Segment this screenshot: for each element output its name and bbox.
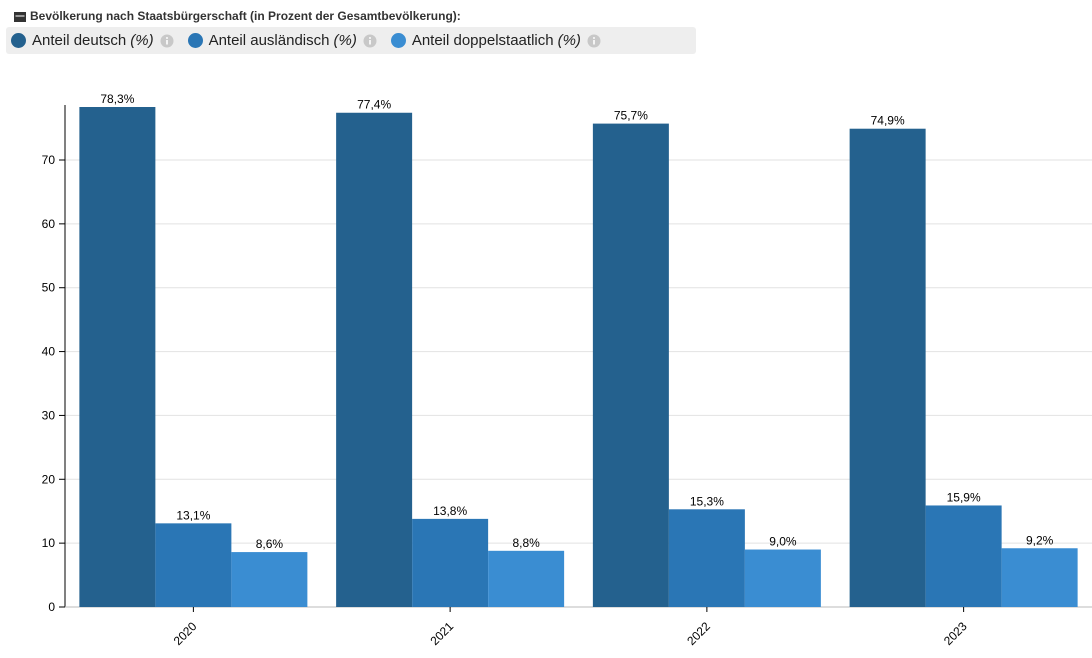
x-tick-label: 2022 [684,619,713,648]
legend-item-auslaendisch[interactable]: Anteil ausländisch (%) [187,32,377,49]
legend-label: Anteil doppelstaatlich [411,32,554,49]
y-tick-label: 70 [42,153,56,167]
x-tick-label: 2023 [941,619,970,648]
bar[interactable] [231,552,308,607]
data-label: 77,4% [357,98,391,112]
data-label: 8,6% [256,537,284,551]
info-icon[interactable] [160,34,174,48]
y-tick-label: 0 [48,600,55,614]
legend-unit: (%) [130,32,154,49]
y-tick-label: 60 [42,217,56,231]
bar[interactable] [1001,548,1078,607]
bar[interactable] [155,523,232,607]
legend-item-deutsch[interactable]: Anteil deutsch (%) [11,32,174,49]
data-label: 15,3% [690,494,724,508]
bar[interactable] [925,505,1002,607]
data-label: 13,1% [176,508,210,522]
bar[interactable] [668,509,745,607]
legend: Anteil deutsch (%) Anteil ausländisch (%… [6,27,696,54]
x-tick-label: 2021 [427,619,456,648]
bar[interactable] [488,550,565,607]
x-tick-label: 2020 [171,619,200,648]
y-tick-label: 20 [42,472,56,486]
info-icon[interactable] [587,34,601,48]
bar[interactable] [336,112,413,607]
legend-item-doppelstaatlich[interactable]: Anteil doppelstaatlich (%) [390,32,601,49]
data-label: 8,8% [512,536,540,550]
legend-label: Anteil deutsch [32,32,127,49]
legend-label: Anteil ausländisch [208,32,330,49]
data-label: 74,9% [871,114,905,128]
legend-swatch [187,33,203,48]
bar[interactable] [592,123,669,607]
bar[interactable] [79,107,156,607]
data-label: 15,9% [947,490,981,504]
y-tick-label: 50 [42,281,56,295]
data-label: 9,2% [1026,533,1054,547]
data-label: 75,7% [614,109,648,123]
table-icon [14,11,26,22]
y-tick-label: 40 [42,345,56,359]
legend-swatch [11,33,26,48]
bar[interactable] [744,549,821,607]
legend-unit: (%) [557,32,581,49]
data-label: 78,3% [100,92,134,106]
data-label: 9,0% [769,535,797,549]
bar[interactable] [849,128,926,607]
data-label: 13,8% [433,504,467,518]
y-tick-label: 30 [42,408,56,422]
y-tick-label: 10 [42,536,56,550]
bar[interactable] [412,518,489,607]
info-icon[interactable] [363,34,377,48]
legend-unit: (%) [333,32,357,49]
chart-title-text: Bevölkerung nach Staatsbürgerschaft (in … [30,9,461,23]
chart-title: Bevölkerung nach Staatsbürgerschaft (in … [14,8,461,24]
legend-swatch [390,33,406,48]
